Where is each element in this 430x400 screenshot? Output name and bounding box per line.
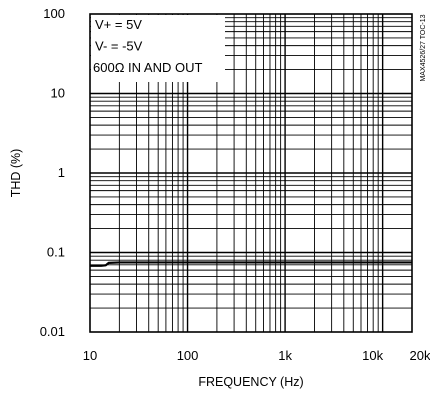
x-tick-label: 10k [362,348,383,363]
x-tick-label: 100 [177,348,199,363]
annotation-line-3: 600Ω IN AND OUT [93,60,202,75]
y-tick-label: 0.1 [47,245,65,260]
y-axis-label: THD (%) [9,149,23,198]
figure-code-note: MAX4526/27 TOC-13 [420,14,427,81]
annotation-line-1: V+ = 5V [95,17,142,32]
thd-series-line [90,261,412,267]
y-tick-label: 1 [58,165,65,180]
tick-labels: 10 100 1k 10k 20k 0.01 0.1 1 10 100 [40,6,430,363]
annotation-box: V+ = 5V V- = -5V 600Ω IN AND OUT [91,15,225,82]
plot-border [89,13,413,333]
x-tick-label: 1k [278,348,292,363]
x-axis-label: FREQUENCY (Hz) [198,375,303,389]
series-layer [90,261,412,267]
annotation-line-2: V- = -5V [95,39,143,54]
x-tick-label: 20k [410,348,430,363]
y-tick-label: 0.01 [40,324,65,339]
x-tick-label: 10 [83,348,97,363]
y-tick-label: 100 [43,6,65,21]
annotation-background [91,15,225,82]
y-tick-label: 10 [51,86,65,101]
plot-frame [89,13,413,333]
axis-labels: FREQUENCY (Hz) THD (%) MAX4526/27 TOC-13 [9,14,427,389]
